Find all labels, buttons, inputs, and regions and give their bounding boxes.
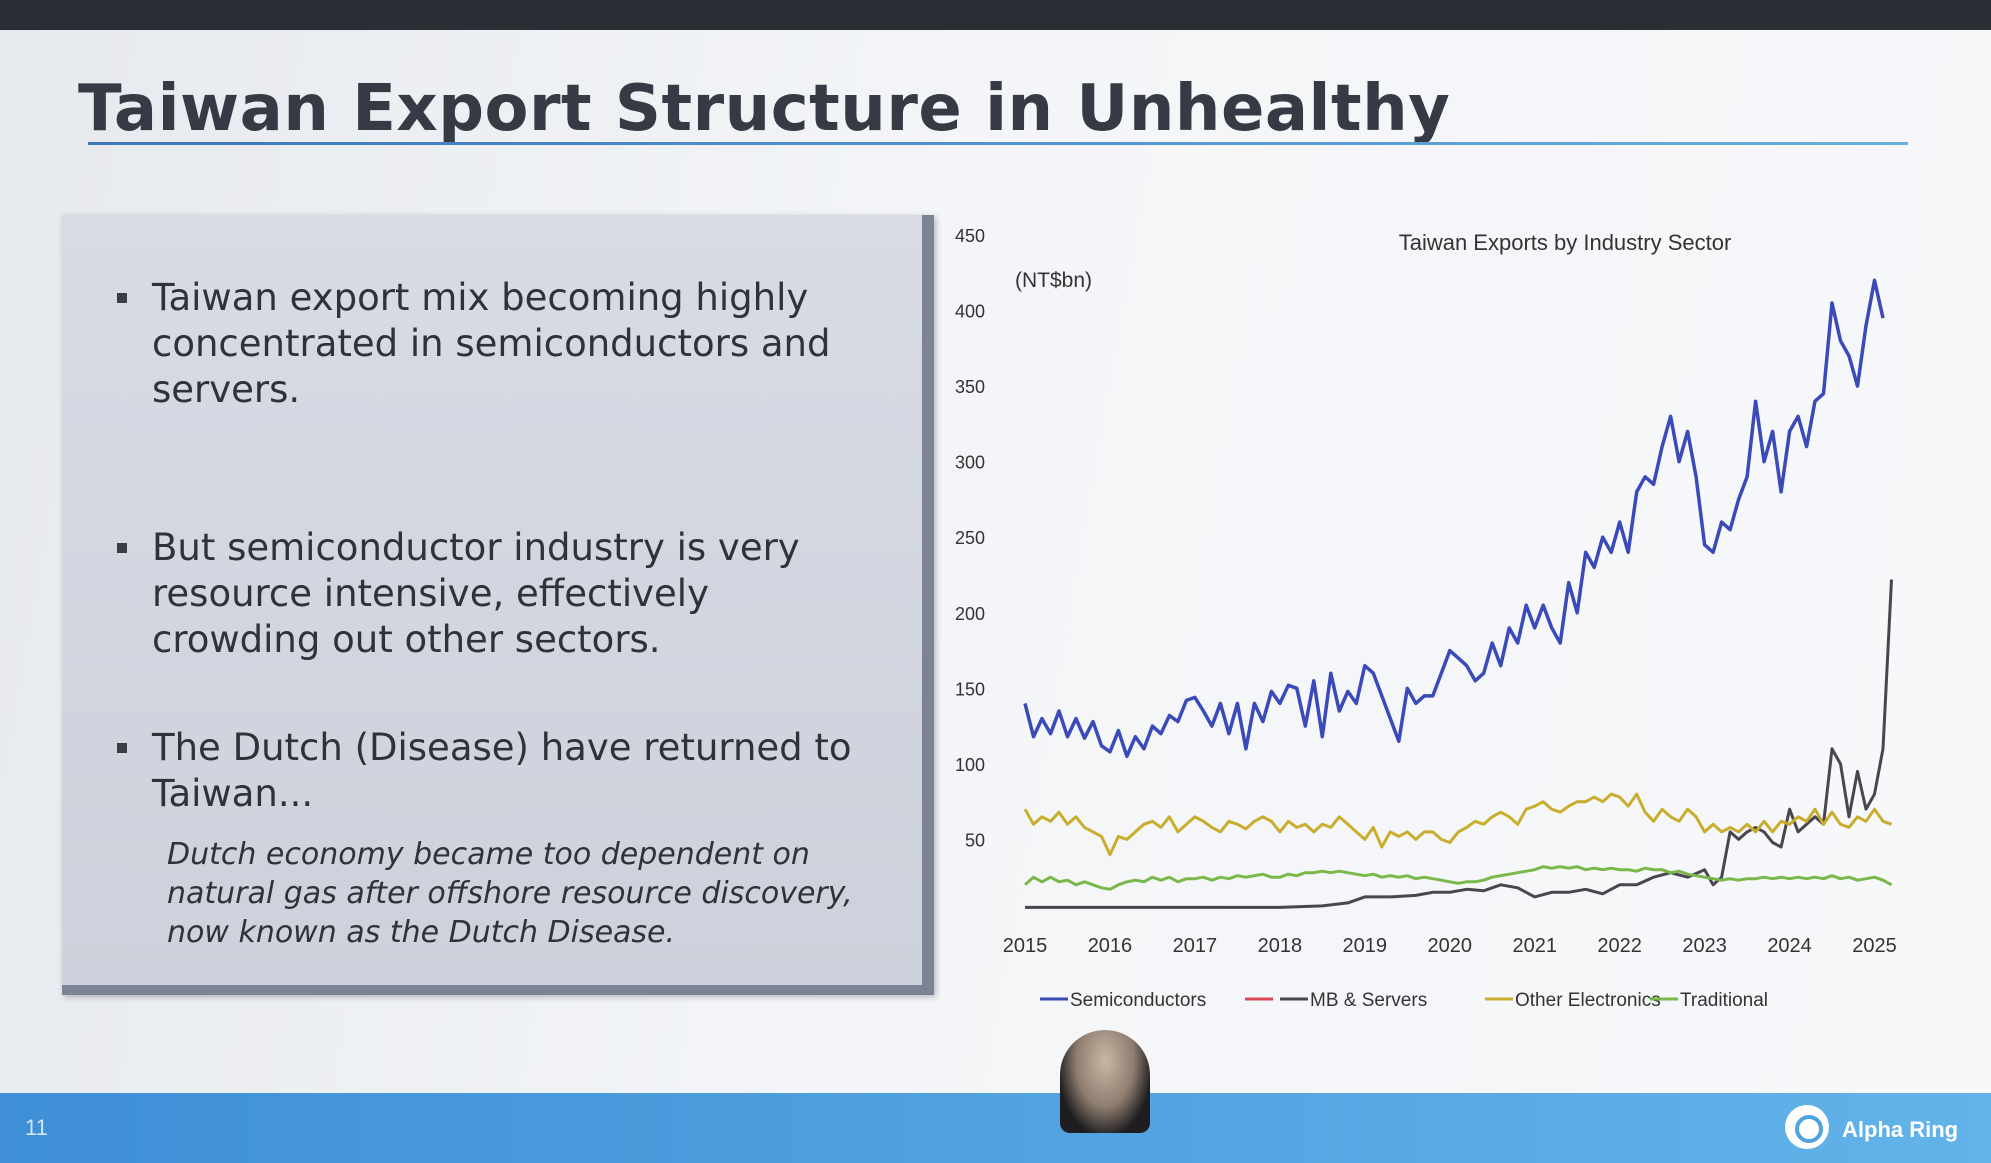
bullet-marker <box>117 543 127 553</box>
x-tick-label: 2015 <box>1003 935 1048 957</box>
title-underline <box>88 142 1908 145</box>
bullet-2: But semiconductor industry is very resou… <box>117 525 877 663</box>
y-tick-label: 150 <box>955 679 985 699</box>
brand-name: Alpha Ring <box>1842 1117 1959 1142</box>
page-number: 11 <box>25 1115 48 1140</box>
x-tick-label: 2023 <box>1682 935 1727 957</box>
legend-label: MB & Servers <box>1310 990 1427 1011</box>
slide-title: Taiwan Export Structure in Unhealthy <box>78 72 1451 146</box>
y-tick-label: 300 <box>955 453 985 473</box>
chart-title: Taiwan Exports by Industry Sector <box>1398 230 1732 255</box>
legend-label: Traditional <box>1680 990 1768 1011</box>
series-line-other-electronics <box>1023 792 1892 857</box>
x-tick-label: 2020 <box>1428 935 1473 957</box>
series-line-semiconductors <box>1023 278 1885 759</box>
chart-legend: Semiconductors MB & Servers Other Electron… <box>1040 990 1768 1011</box>
x-tick-label: 2016 <box>1088 935 1133 957</box>
series-line-mb-servers <box>1025 579 1893 909</box>
series-line-traditional <box>1024 865 1893 891</box>
y-tick-label: 450 <box>955 226 985 246</box>
legend-label: Other Electronics <box>1515 990 1661 1011</box>
series-lines <box>1023 278 1893 909</box>
bullet-panel: Taiwan export mix becoming highly concen… <box>62 215 934 995</box>
dutch-disease-note: Dutch economy became too dependent on na… <box>167 837 853 950</box>
bullet-2-text: But semiconductor industry is very resou… <box>152 526 800 661</box>
x-tick-label: 2025 <box>1852 935 1897 957</box>
x-tick-label: 2019 <box>1343 935 1388 957</box>
y-tick-label: 200 <box>955 604 985 624</box>
y-tick-label: 250 <box>955 528 985 548</box>
y-tick-label: 350 <box>955 377 985 397</box>
legend-label: Semiconductors <box>1070 990 1206 1011</box>
y-axis: 50 100 150 200 250 300 350 400 450 <box>955 226 985 850</box>
bullet-marker <box>117 293 127 303</box>
x-tick-label: 2022 <box>1597 935 1642 957</box>
y-tick-label: 100 <box>955 755 985 775</box>
x-tick-label: 2018 <box>1258 935 1303 957</box>
footer-bar: 11 Alpha Ring <box>0 1093 1991 1163</box>
bullet-3-text: The Dutch (Disease) have returned to Tai… <box>152 726 852 815</box>
bullet-3: The Dutch (Disease) have returned to Tai… <box>117 725 877 817</box>
x-tick-label: 2017 <box>1173 935 1218 957</box>
bullet-marker <box>117 743 127 753</box>
x-tick-label: 2021 <box>1512 935 1557 957</box>
exports-chart: Taiwan Exports by Industry Sector 50 100 1… <box>940 220 1940 1040</box>
x-tick-label: 2024 <box>1767 935 1812 957</box>
y-unit-label: (NT$bn) <box>1015 269 1092 292</box>
bullet-1-text: Taiwan export mix becoming highly concen… <box>152 276 831 411</box>
y-tick-label: 400 <box>955 302 985 322</box>
slide: Taiwan Export Structure in Unhealthy Tai… <box>0 30 1991 1163</box>
x-axis: 2015 2016 2017 2018 2019 2020 2021 2022 2023 2024… <box>1003 935 1897 957</box>
y-tick-label: 50 <box>965 830 985 850</box>
alpha-ring-logo-icon <box>1785 1105 1829 1149</box>
speaker-head <box>1060 1030 1150 1133</box>
bullet-1: Taiwan export mix becoming highly concen… <box>117 275 877 413</box>
